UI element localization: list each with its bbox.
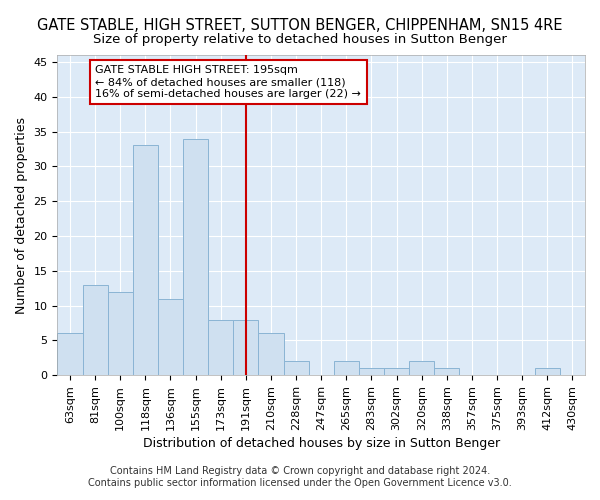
Bar — [434, 368, 460, 375]
Bar — [384, 368, 409, 375]
Text: Contains HM Land Registry data © Crown copyright and database right 2024.
Contai: Contains HM Land Registry data © Crown c… — [88, 466, 512, 487]
Bar — [158, 298, 183, 375]
Bar — [208, 320, 233, 375]
Bar — [284, 362, 308, 375]
Bar — [334, 362, 359, 375]
Bar — [133, 146, 158, 375]
Bar — [535, 368, 560, 375]
Bar — [107, 292, 133, 375]
Text: Size of property relative to detached houses in Sutton Benger: Size of property relative to detached ho… — [93, 32, 507, 46]
Bar — [259, 334, 284, 375]
Bar — [233, 320, 259, 375]
Bar — [58, 334, 83, 375]
X-axis label: Distribution of detached houses by size in Sutton Benger: Distribution of detached houses by size … — [143, 437, 500, 450]
Y-axis label: Number of detached properties: Number of detached properties — [15, 116, 28, 314]
Text: GATE STABLE HIGH STREET: 195sqm
← 84% of detached houses are smaller (118)
16% o: GATE STABLE HIGH STREET: 195sqm ← 84% of… — [95, 66, 361, 98]
Text: GATE STABLE, HIGH STREET, SUTTON BENGER, CHIPPENHAM, SN15 4RE: GATE STABLE, HIGH STREET, SUTTON BENGER,… — [37, 18, 563, 32]
Bar — [409, 362, 434, 375]
Bar — [83, 284, 107, 375]
Bar — [359, 368, 384, 375]
Bar — [183, 138, 208, 375]
